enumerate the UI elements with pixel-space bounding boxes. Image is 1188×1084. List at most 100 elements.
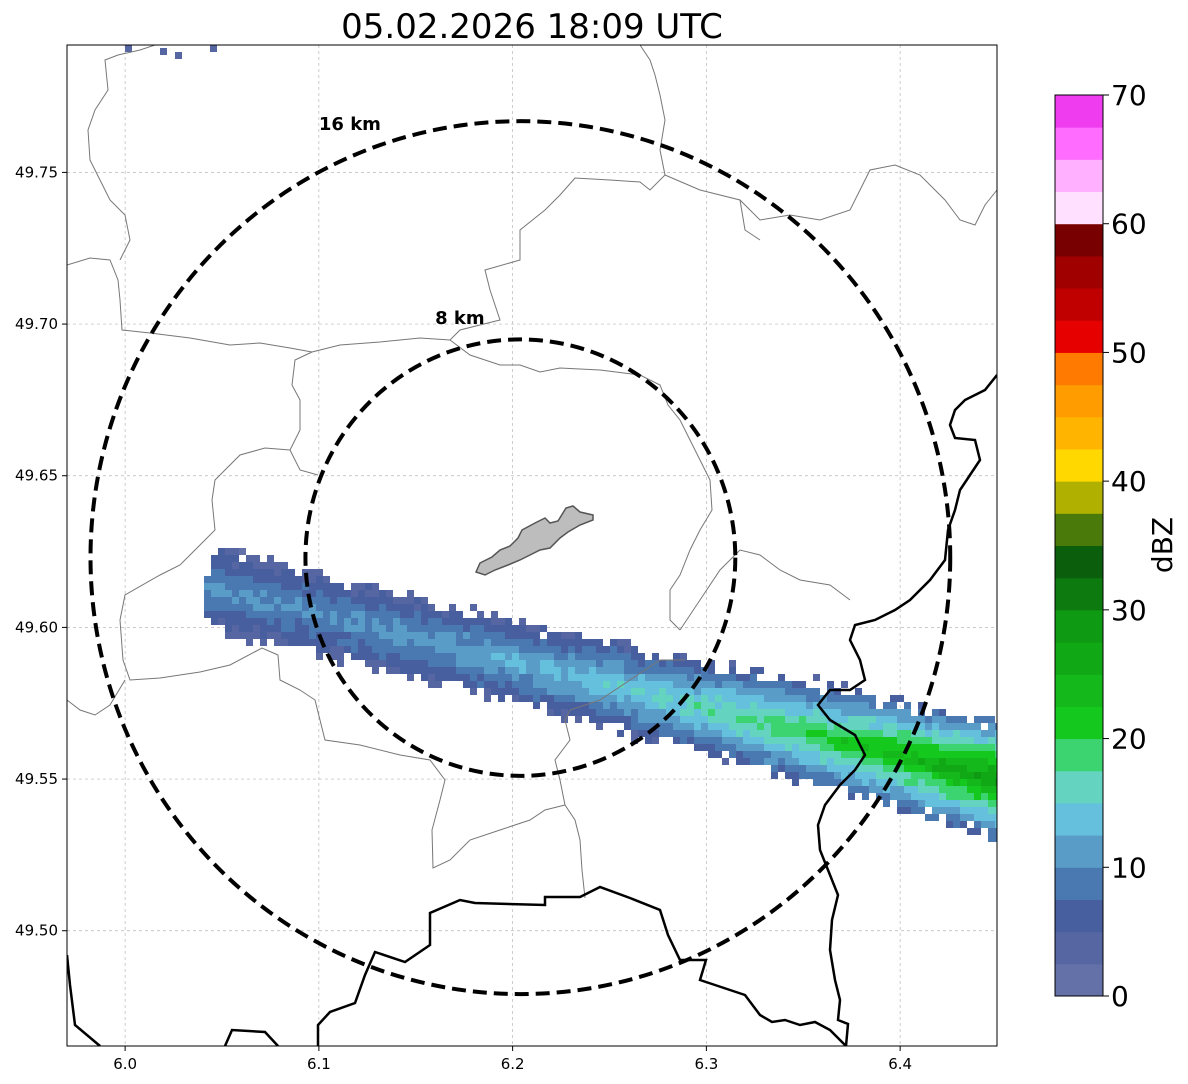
reflectivity-pixel: [435, 632, 442, 639]
reflectivity-pixel: [652, 730, 659, 737]
reflectivity-pixel: [267, 562, 274, 569]
reflectivity-pixel: [960, 737, 967, 744]
reflectivity-pixel: [442, 611, 449, 618]
x-axis-ticks: 6.0 6.1 6.2 6.3 6.4: [113, 1046, 912, 1073]
reflectivity-pixel: [988, 751, 995, 758]
reflectivity-pixel: [477, 667, 484, 674]
reflectivity-pixel: [428, 646, 435, 653]
reflectivity-pixel: [519, 618, 526, 625]
reflectivity-pixel: [365, 639, 372, 646]
reflectivity-pixel: [736, 702, 743, 709]
reflectivity-pixel: [610, 695, 617, 702]
reflectivity-pixel: [680, 688, 687, 695]
reflectivity-pixel: [603, 688, 610, 695]
reflectivity-pixel: [631, 730, 638, 737]
reflectivity-pixel: [442, 674, 449, 681]
reflectivity-pixel: [645, 660, 652, 667]
reflectivity-pixel: [302, 604, 309, 611]
reflectivity-pixel: [491, 674, 498, 681]
reflectivity-pixel: [967, 800, 974, 807]
reflectivity-pixel: [659, 667, 666, 674]
reflectivity-pixel: [568, 667, 575, 674]
reflectivity-pixel: [414, 604, 421, 611]
reflectivity-pixel: [596, 723, 603, 730]
reflectivity-pixel: [946, 751, 953, 758]
reflectivity-pixel: [848, 695, 855, 702]
y-tick-label: 49.60: [15, 618, 58, 636]
reflectivity-pixel: [883, 737, 890, 744]
reflectivity-pixel: [211, 618, 218, 625]
reflectivity-pixel: [757, 730, 764, 737]
reflectivity-pixel: [680, 674, 687, 681]
reflectivity-pixel: [638, 653, 645, 660]
reflectivity-pixel: [337, 583, 344, 590]
reflectivity-pixel: [477, 681, 484, 688]
reflectivity-pixel: [904, 793, 911, 800]
y-tick-label: 49.50: [15, 922, 58, 940]
reflectivity-pixel: [918, 779, 925, 786]
reflectivity-pixel: [267, 576, 274, 583]
reflectivity-pixel: [491, 618, 498, 625]
reflectivity-pixel: [274, 562, 281, 569]
reflectivity-pixel: [638, 702, 645, 709]
reflectivity-pixel: [806, 765, 813, 772]
reflectivity-pixel: [330, 625, 337, 632]
reflectivity-pixel: [267, 590, 274, 597]
reflectivity-pixel: [596, 716, 603, 723]
reflectivity-pixel: [344, 611, 351, 618]
reflectivity-pixel: [260, 569, 267, 576]
reflectivity-pixel: [736, 709, 743, 716]
reflectivity-pixel: [778, 709, 785, 716]
reflectivity-pixel: [995, 723, 997, 730]
reflectivity-pixel: [407, 660, 414, 667]
reflectivity-pixel: [981, 765, 988, 772]
reflectivity-pixel: [820, 723, 827, 730]
reflectivity-pixel: [218, 562, 225, 569]
colorbar-bin: [1055, 223, 1103, 257]
reflectivity-pixel: [652, 716, 659, 723]
reflectivity-pixel: [841, 723, 848, 730]
reflectivity-pixel: [771, 737, 778, 744]
reflectivity-pixel: [470, 639, 477, 646]
reflectivity-pixel: [771, 751, 778, 758]
reflectivity-pixel: [918, 786, 925, 793]
reflectivity-pixel: [253, 555, 260, 562]
reflectivity-pixel: [393, 653, 400, 660]
reflectivity-pixel: [456, 660, 463, 667]
reflectivity-pixel: [505, 646, 512, 653]
reflectivity-pixel: [617, 653, 624, 660]
reflectivity-pixel: [981, 821, 988, 828]
reflectivity-pixel: [246, 555, 253, 562]
reflectivity-pixel: [351, 590, 358, 597]
reflectivity-pixel: [400, 597, 407, 604]
reflectivity-pixel: [764, 758, 771, 765]
reflectivity-pixel: [890, 723, 897, 730]
reflectivity-pixel: [771, 709, 778, 716]
reflectivity-pixel: [645, 674, 652, 681]
reflectivity-pixel: [995, 765, 997, 772]
reflectivity-pixel: [484, 667, 491, 674]
reflectivity-pixel: [540, 660, 547, 667]
reflectivity-pixel: [750, 667, 757, 674]
reflectivity-pixel: [330, 611, 337, 618]
reflectivity-pixel: [960, 716, 967, 723]
reflectivity-pixel: [890, 772, 897, 779]
reflectivity-pixel: [918, 716, 925, 723]
reflectivity-pixel: [589, 716, 596, 723]
reflectivity-pixel: [624, 716, 631, 723]
reflectivity-pixel: [876, 765, 883, 772]
reflectivity-pixel: [750, 681, 757, 688]
reflectivity-pixel: [393, 639, 400, 646]
reflectivity-pixel: [358, 611, 365, 618]
reflectivity-pixel: [484, 618, 491, 625]
reflectivity-pixel: [421, 611, 428, 618]
reflectivity-pixel: [554, 709, 561, 716]
reflectivity-pixel: [603, 716, 610, 723]
reflectivity-pixel: [848, 723, 855, 730]
reflectivity-pixel: [449, 618, 456, 625]
reflectivity-pixel: [323, 604, 330, 611]
reflectivity-pixel: [610, 653, 617, 660]
reflectivity-pixel: [953, 730, 960, 737]
reflectivity-pixel: [834, 695, 841, 702]
